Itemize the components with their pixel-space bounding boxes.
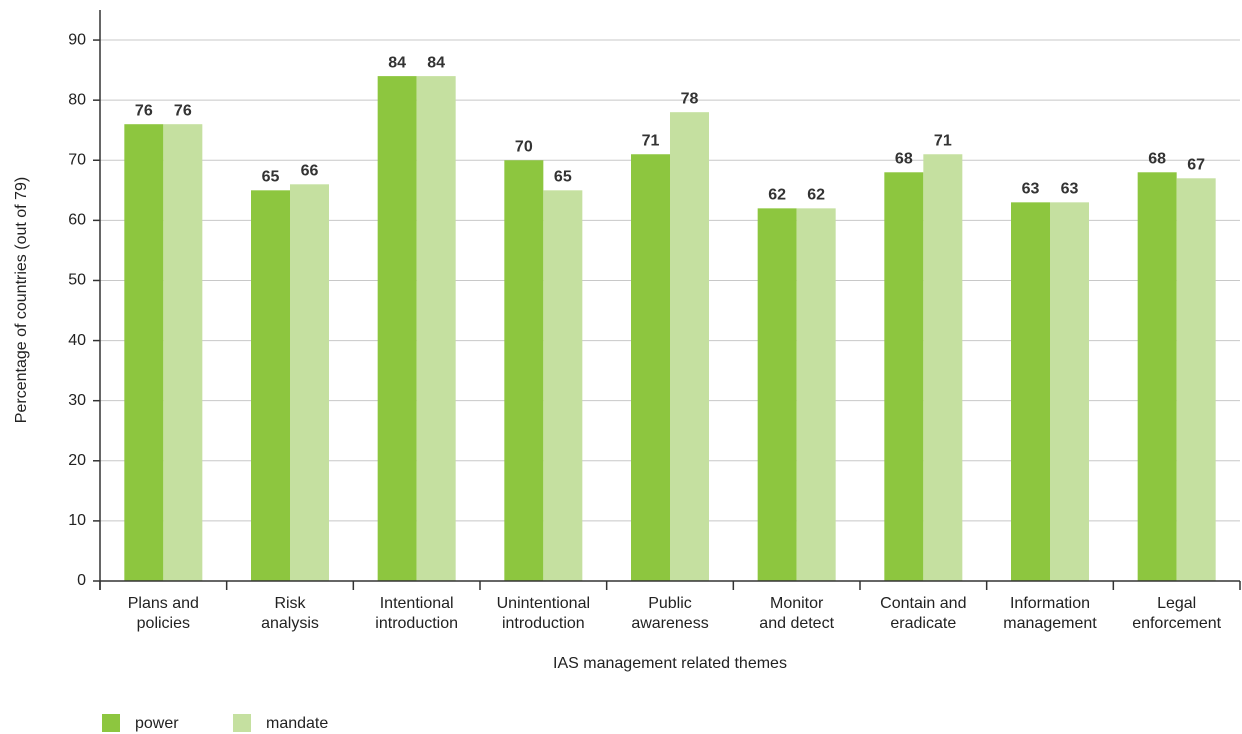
value-label: 84: [388, 54, 406, 71]
legend-swatch: [102, 714, 120, 732]
bar: [163, 124, 203, 581]
bar: [923, 154, 963, 581]
bar: [1176, 178, 1216, 581]
x-tick-label: Public awareness: [631, 595, 708, 632]
x-tick-label: Legal enforcement: [1132, 595, 1221, 632]
value-label: 70: [515, 138, 533, 155]
value-label: 68: [1148, 151, 1166, 168]
legend-label: power: [135, 715, 179, 732]
bar: [631, 154, 670, 581]
bar: [416, 76, 456, 582]
bar: [377, 76, 417, 582]
y-tick-label: 50: [68, 272, 86, 289]
bar: [796, 208, 836, 582]
value-label: 63: [1061, 181, 1079, 198]
bar: [670, 112, 709, 581]
value-label: 76: [174, 102, 192, 119]
y-axis-title: Percentage of countries (out of 79): [13, 177, 30, 423]
bar: [884, 172, 924, 581]
bar: [1050, 202, 1089, 581]
x-tick-label: Plans and policies: [128, 595, 199, 632]
y-tick-label: 60: [68, 212, 86, 229]
value-label: 65: [554, 169, 572, 186]
bar: [543, 190, 583, 581]
x-tick-label: Risk analysis: [261, 595, 319, 632]
x-tick-label: Monitor and detect: [759, 595, 834, 632]
value-label: 65: [262, 169, 280, 186]
x-tick-label: Contain and eradicate: [880, 595, 966, 632]
y-tick-label: 30: [68, 392, 86, 409]
legend-swatch: [233, 714, 251, 732]
x-tick-label: Unintentional introduction: [497, 595, 590, 632]
y-tick-label: 90: [68, 31, 86, 48]
x-tick-label: Intentional introduction: [375, 595, 458, 632]
bar: [1137, 172, 1177, 581]
y-tick-label: 20: [68, 452, 86, 469]
y-tick-label: 10: [68, 512, 86, 529]
value-label: 71: [642, 132, 660, 149]
bar: [1011, 202, 1050, 581]
y-tick-label: 40: [68, 332, 86, 349]
bar: [251, 190, 290, 581]
bar: [757, 208, 797, 582]
value-label: 66: [301, 163, 319, 180]
y-tick-label: 80: [68, 91, 86, 108]
bar: [290, 184, 329, 581]
value-label: 71: [934, 132, 952, 149]
value-label: 67: [1187, 157, 1205, 174]
y-tick-label: 70: [68, 151, 86, 168]
value-label: 68: [895, 151, 913, 168]
value-label: 76: [135, 102, 153, 119]
value-label: 78: [681, 90, 699, 107]
value-label: 63: [1022, 181, 1040, 198]
bar: [124, 124, 164, 581]
value-label: 84: [427, 54, 445, 71]
legend-label: mandate: [266, 715, 328, 732]
y-tick-label: 0: [77, 572, 86, 589]
value-label: 62: [807, 187, 825, 204]
bar: [504, 160, 544, 581]
value-label: 62: [768, 187, 786, 204]
x-tick-label: Information management: [1003, 595, 1097, 632]
x-axis-title: IAS management related themes: [553, 655, 787, 672]
